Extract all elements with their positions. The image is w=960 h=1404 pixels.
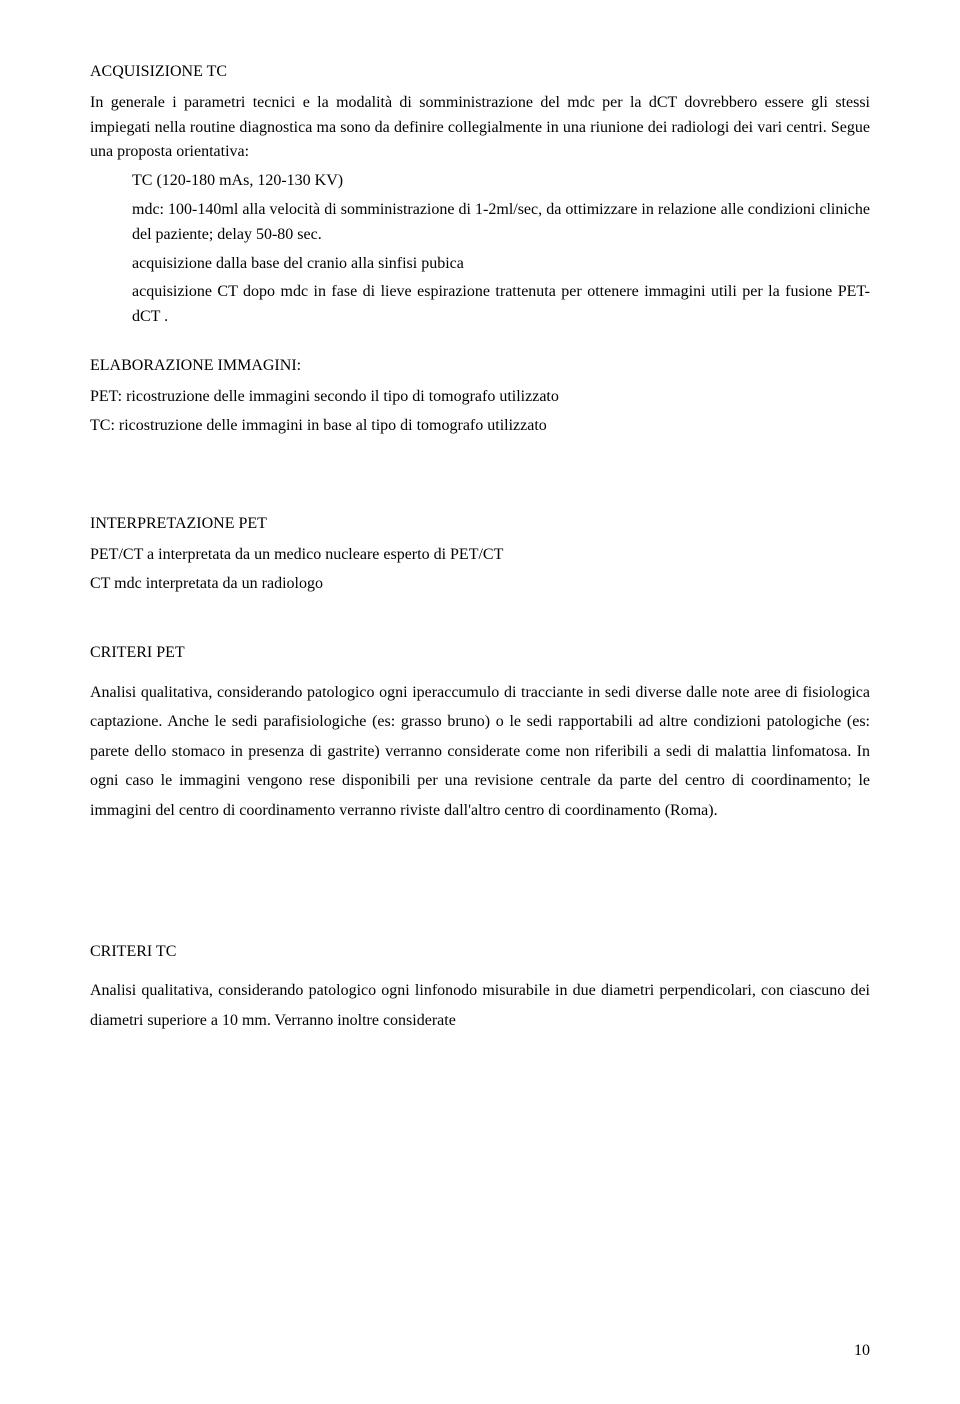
indent-line-tc-params: TC (120-180 mAs, 120-130 KV) <box>132 169 870 194</box>
section-elaborazione: ELABORAZIONE IMMAGINI: PET: ricostruzion… <box>90 354 870 438</box>
para-criteri-tc: Analisi qualitativa, considerando patolo… <box>90 976 870 1035</box>
indent-line-acq-base: acquisizione dalla base del cranio alla … <box>132 252 870 277</box>
indent-line-acq-ct: acquisizione CT dopo mdc in fase di liev… <box>132 280 870 330</box>
page-number: 10 <box>854 1339 870 1364</box>
indent-line-mdc: mdc: 100-140ml alla velocità di somminis… <box>132 198 870 248</box>
section-criteri-pet: CRITERI PET Analisi qualitativa, conside… <box>90 641 870 826</box>
heading-acquisizione-tc: ACQUISIZIONE TC <box>90 60 870 85</box>
para-criteri-pet: Analisi qualitativa, considerando patolo… <box>90 678 870 826</box>
section-interpretazione: INTERPRETAZIONE PET PET/CT a interpretat… <box>90 512 870 596</box>
section-criteri-tc: CRITERI TC Analisi qualitativa, consider… <box>90 940 870 1036</box>
para-interp-petct: PET/CT a interpretata da un medico nucle… <box>90 543 870 568</box>
para-elab-tc: TC: ricostruzione delle immagini in base… <box>90 414 870 439</box>
para-elab-pet: PET: ricostruzione delle immagini second… <box>90 385 870 410</box>
heading-interpretazione: INTERPRETAZIONE PET <box>90 512 870 537</box>
indent-acquisizione: TC (120-180 mAs, 120-130 KV) mdc: 100-14… <box>132 169 870 330</box>
section-acquisizione-tc: ACQUISIZIONE TC In generale i parametri … <box>90 60 870 330</box>
heading-criteri-pet: CRITERI PET <box>90 641 870 666</box>
heading-criteri-tc: CRITERI TC <box>90 940 870 965</box>
para-interp-ct: CT mdc interpretata da un radiologo <box>90 572 870 597</box>
para-acquisizione-intro: In generale i parametri tecnici e la mod… <box>90 91 870 165</box>
heading-elaborazione: ELABORAZIONE IMMAGINI: <box>90 354 870 379</box>
